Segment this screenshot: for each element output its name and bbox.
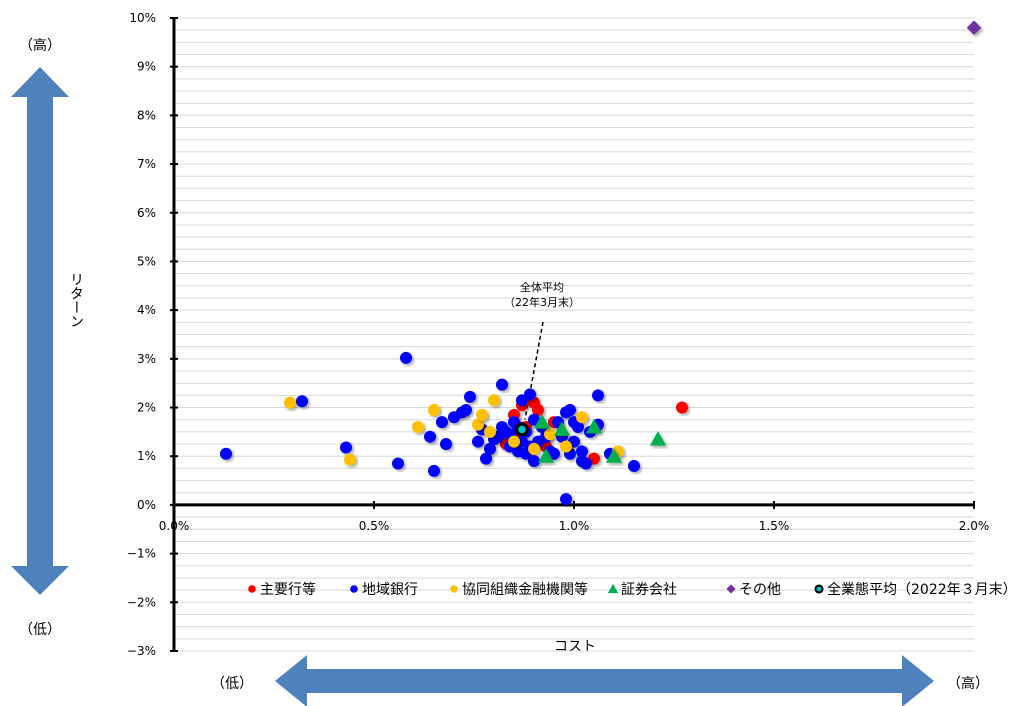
data-point-circle — [676, 401, 688, 414]
annotation-label-line2: （22年3月末） — [504, 295, 580, 309]
legend-label: 証券会社 — [621, 582, 677, 598]
data-point-circle — [572, 421, 584, 434]
data-point-circle — [428, 403, 440, 416]
data-point-circle — [532, 403, 544, 416]
x-low-hint: （低） — [211, 676, 253, 692]
y-tick-label: 4% — [137, 303, 156, 317]
data-point-triangle — [585, 418, 603, 434]
data-point-triangle — [537, 448, 555, 463]
data-point-circle — [592, 389, 604, 402]
data-point-triangle — [553, 421, 571, 436]
legend-marker — [248, 585, 256, 593]
data-point-circle — [524, 388, 536, 401]
y-high-hint: （高） — [19, 37, 61, 54]
data-point-triangle — [649, 431, 667, 446]
y-low-hint: （低） — [19, 622, 61, 638]
x-tick-label: 1.5% — [759, 519, 790, 533]
data-point-circle — [484, 442, 496, 455]
legend-marker — [350, 585, 358, 593]
data-point-circle — [560, 493, 572, 506]
data-point-circle — [472, 418, 484, 431]
data-point-circle — [560, 440, 572, 453]
data-point-circle — [392, 457, 404, 470]
data-point-circle — [400, 351, 412, 364]
data-point-circle — [488, 394, 500, 407]
legend-label: その他 — [739, 582, 781, 598]
data-point-circle — [508, 435, 520, 448]
y-tick-label: 3% — [137, 352, 156, 366]
data-point-circle — [436, 416, 448, 429]
y-tick-label: −3% — [127, 644, 156, 658]
y-tick-label: 9% — [137, 60, 156, 74]
data-point-circle — [412, 421, 424, 434]
data-point-circle — [548, 447, 560, 460]
y-tick-label: −2% — [127, 595, 156, 609]
x-axis-title: コスト — [554, 639, 596, 655]
y-tick-label: 8% — [137, 108, 156, 122]
data-point-circle — [544, 428, 556, 441]
data-point-circle — [528, 455, 540, 468]
vertical-axis-arrow — [11, 67, 69, 595]
x-tick-label: 2.0% — [959, 519, 990, 533]
y-tick-label: 6% — [137, 206, 156, 220]
y-tick-label: 2% — [137, 401, 156, 415]
horizontal-axis-arrow — [275, 655, 934, 706]
data-point-circle — [476, 408, 488, 421]
data-point-circle — [428, 464, 440, 477]
data-point-average — [514, 422, 530, 437]
data-point-circle — [528, 413, 540, 426]
data-point-circle — [440, 438, 452, 451]
y-tick-label: 5% — [137, 254, 156, 268]
data-point-circle — [284, 396, 296, 409]
y-tick-label: 10% — [129, 11, 156, 25]
x-tick-label: 0.0% — [159, 519, 190, 533]
data-point-triangle — [533, 414, 551, 429]
data-point-triangle — [605, 448, 623, 463]
data-point-circle — [576, 411, 588, 424]
x-high-hint: （高） — [947, 675, 989, 692]
data-point-circle — [528, 442, 540, 455]
data-point-circle — [424, 430, 436, 443]
x-tick-label: 0.5% — [359, 519, 390, 533]
data-point-circle — [628, 459, 640, 472]
legend-marker — [607, 583, 619, 594]
data-point-circle — [496, 378, 508, 391]
data-point-circle — [220, 447, 232, 460]
y-tick-label: 0% — [137, 498, 156, 512]
data-point-diamond — [966, 20, 982, 35]
y-tick-label: −1% — [127, 547, 156, 561]
data-point-circle — [296, 395, 308, 408]
legend-marker — [450, 585, 458, 593]
data-point-circle — [340, 441, 352, 454]
data-point-circle — [580, 457, 592, 470]
y-tick-label: 7% — [137, 157, 156, 171]
data-point-circle — [472, 435, 484, 448]
legend-label: 主要行等 — [260, 581, 316, 598]
x-tick-label: 1.0% — [559, 519, 590, 533]
legend-label: 地域銀行 — [362, 582, 418, 598]
data-point-circle — [576, 445, 588, 458]
data-point-circle — [464, 390, 476, 403]
data-point-circle — [564, 403, 576, 416]
legend-label: 協同組織金融機関等 — [462, 581, 588, 598]
y-tick-label: 1% — [137, 449, 156, 463]
annotation-label-line1: 全体平均 — [520, 280, 564, 294]
legend-label: 全業態平均（2022年３月末） — [827, 581, 1017, 598]
data-point-circle — [344, 453, 356, 466]
data-point-circle — [480, 452, 492, 465]
y-axis-title: リターン — [68, 272, 84, 328]
annotation-pointer — [524, 321, 544, 420]
legend-marker — [726, 584, 736, 594]
data-point-circle — [460, 403, 472, 416]
data-point-circle — [484, 425, 496, 438]
legend-marker — [814, 584, 824, 594]
